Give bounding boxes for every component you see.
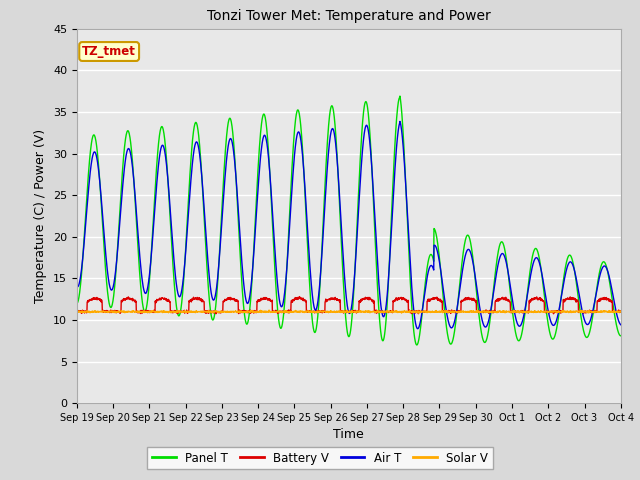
Solar V — [617, 308, 625, 314]
Battery V — [610, 309, 618, 314]
Air T — [610, 295, 618, 301]
Air T — [544, 305, 552, 311]
Panel T — [396, 93, 404, 99]
Air T — [244, 299, 252, 305]
Line: Battery V: Battery V — [77, 297, 621, 314]
Battery V — [296, 294, 303, 300]
Battery V — [127, 297, 135, 302]
Panel T — [544, 317, 552, 323]
Solar V — [513, 308, 521, 314]
Panel T — [610, 305, 618, 311]
Solar V — [544, 309, 552, 315]
Air T — [73, 283, 81, 289]
Air T — [396, 119, 404, 124]
Battery V — [550, 311, 557, 317]
X-axis label: Time: Time — [333, 429, 364, 442]
Air T — [513, 319, 521, 325]
Air T — [127, 154, 135, 160]
Battery V — [513, 309, 520, 315]
Y-axis label: Temperature (C) / Power (V): Temperature (C) / Power (V) — [35, 129, 47, 303]
Panel T — [413, 342, 420, 348]
Battery V — [617, 309, 625, 314]
Panel T — [73, 300, 81, 306]
Solar V — [415, 311, 422, 316]
Solar V — [73, 309, 81, 314]
Line: Air T: Air T — [77, 121, 621, 329]
Battery V — [244, 308, 252, 314]
Solar V — [265, 307, 273, 313]
Battery V — [543, 308, 551, 314]
Title: Tonzi Tower Met: Temperature and Power: Tonzi Tower Met: Temperature and Power — [207, 10, 491, 24]
Solar V — [381, 309, 389, 314]
Air T — [617, 322, 625, 328]
Panel T — [127, 144, 135, 150]
Panel T — [381, 325, 389, 331]
Line: Solar V: Solar V — [77, 310, 621, 313]
Solar V — [610, 308, 618, 314]
Battery V — [73, 308, 81, 313]
Panel T — [617, 333, 625, 339]
Line: Panel T: Panel T — [77, 96, 621, 345]
Air T — [414, 326, 422, 332]
Panel T — [244, 316, 252, 322]
Battery V — [381, 309, 389, 315]
Text: TZ_tmet: TZ_tmet — [82, 45, 136, 58]
Panel T — [513, 335, 521, 341]
Solar V — [244, 309, 252, 314]
Legend: Panel T, Battery V, Air T, Solar V: Panel T, Battery V, Air T, Solar V — [147, 447, 493, 469]
Air T — [381, 309, 389, 314]
Solar V — [127, 309, 135, 315]
